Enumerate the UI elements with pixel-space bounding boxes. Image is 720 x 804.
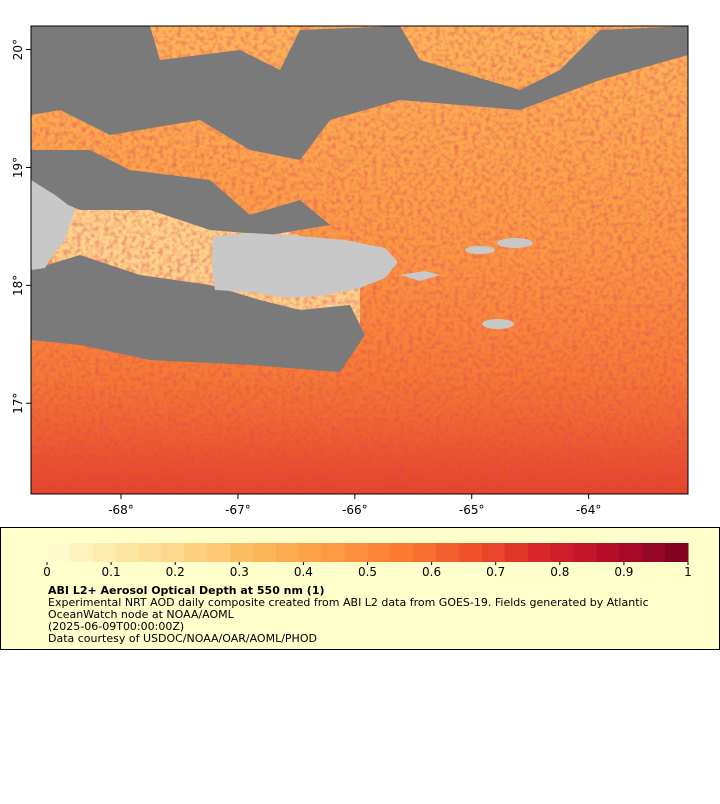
cloud-mask — [31, 26, 688, 160]
colorbar-segment — [573, 543, 597, 562]
land — [497, 238, 533, 248]
colorbar-segment — [665, 543, 689, 562]
colorbar-segment — [550, 543, 575, 562]
land — [482, 319, 514, 329]
cloud-mask — [31, 150, 330, 235]
legend-credit: Data courtesy of USDOC/NOAA/OAR/AOML/PHO… — [48, 632, 317, 645]
colorbar-segment — [69, 543, 94, 562]
colorbar-segment — [596, 543, 620, 562]
colorbar-tick-label: 0 — [43, 565, 51, 579]
colorbar-segment — [321, 543, 346, 562]
legend-title: ABI L2+ Aerosol Optical Depth at 550 nm … — [48, 584, 325, 597]
colorbar-segment — [413, 543, 437, 562]
colorbar-segment — [253, 543, 277, 562]
land — [212, 233, 398, 298]
colorbar-segment — [459, 543, 483, 562]
colorbar-segment — [115, 543, 140, 562]
colorbar-tick-label: 1 — [684, 565, 692, 579]
y-tick-label: 19° — [11, 157, 25, 178]
colorbar-tick-label: 0.9 — [614, 565, 633, 579]
x-tick-label: -65° — [459, 503, 485, 517]
map — [30, 25, 689, 495]
colorbar-tick-label: 0.3 — [230, 565, 249, 579]
cloud-mask — [31, 255, 365, 372]
colorbar-segment — [47, 543, 71, 562]
colorbar-tick-label: 0.2 — [166, 565, 185, 579]
colorbar-segment — [642, 543, 666, 562]
colorbar-tick-label: 0.1 — [102, 565, 121, 579]
colorbar-segment — [619, 543, 643, 562]
colorbar-segment — [161, 543, 185, 562]
legend-description: OceanWatch node at NOAA/AOML — [48, 608, 235, 621]
colorbar-segment — [367, 543, 391, 562]
colorbar-segment — [344, 543, 368, 562]
land — [465, 246, 495, 254]
colorbar-tick-label: 0.8 — [550, 565, 569, 579]
legend-date: (2025-06-09T00:00:00Z) — [48, 620, 184, 633]
map-frame — [30, 25, 689, 495]
colorbar-segment — [207, 543, 231, 562]
colorbar-segment — [275, 543, 300, 562]
colorbar-segment — [92, 543, 117, 562]
colorbar-segment — [436, 543, 460, 562]
colorbar-segment — [230, 543, 254, 562]
y-tick-label: 20° — [11, 39, 25, 60]
colorbar-segment — [184, 543, 208, 562]
land — [31, 180, 75, 270]
legend-description: Experimental NRT AOD daily composite cre… — [48, 596, 649, 609]
x-tick-label: -64° — [576, 503, 602, 517]
colorbar-tick-label: 0.4 — [294, 565, 313, 579]
x-tick-label: -68° — [108, 503, 134, 517]
colorbar-segment — [527, 543, 552, 562]
land — [400, 271, 440, 281]
colorbar-segment — [390, 543, 414, 562]
colorbar-tick-label: 0.7 — [486, 565, 505, 579]
x-tick-label: -66° — [342, 503, 368, 517]
colorbar-segment — [298, 543, 323, 562]
colorbar-segment — [504, 543, 529, 562]
colorbar-segment — [481, 543, 506, 562]
colorbar-tick-label: 0.5 — [358, 565, 377, 579]
x-tick-label: -67° — [225, 503, 251, 517]
y-tick-label: 17° — [11, 393, 25, 414]
colorbar-segment — [138, 543, 162, 562]
colorbar-tick-label: 0.6 — [422, 565, 441, 579]
y-tick-label: 18° — [11, 275, 25, 296]
